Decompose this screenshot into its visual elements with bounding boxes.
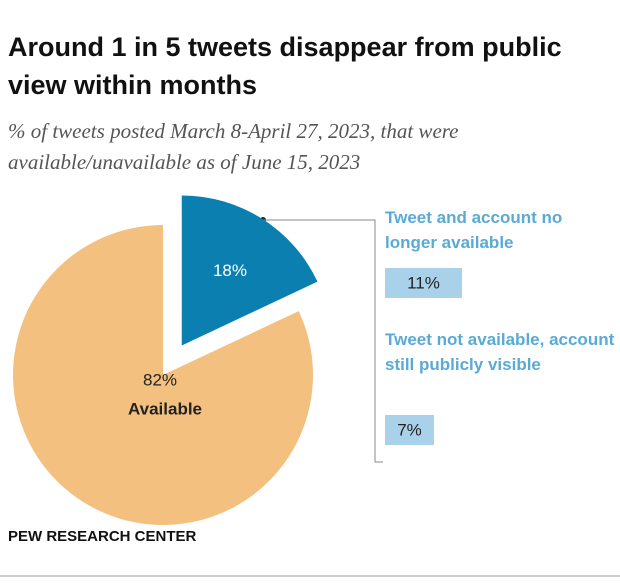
breakdown-bar bbox=[385, 415, 434, 445]
breakdown-bar bbox=[385, 268, 462, 298]
value-label: 18% bbox=[213, 261, 247, 280]
chart-title: Around 1 in 5 tweets disappear from publ… bbox=[8, 32, 562, 100]
pie-slice bbox=[13, 225, 314, 525]
breakdown-label: Tweet and account no longer available bbox=[385, 208, 563, 252]
chart-subtitle: % of tweets posted March 8-April 27, 202… bbox=[8, 119, 459, 174]
source: PEW RESEARCH CENTER bbox=[8, 528, 197, 545]
category-label: Available bbox=[128, 399, 202, 418]
value-label: 82% bbox=[143, 370, 177, 389]
breakdown-value-label: 7% bbox=[397, 420, 422, 439]
connector-bracket bbox=[263, 219, 383, 463]
breakdown-label: Tweet not available, account still publi… bbox=[385, 330, 615, 374]
pie-slice bbox=[181, 195, 318, 346]
breakdown-value-label: 11% bbox=[407, 273, 440, 292]
